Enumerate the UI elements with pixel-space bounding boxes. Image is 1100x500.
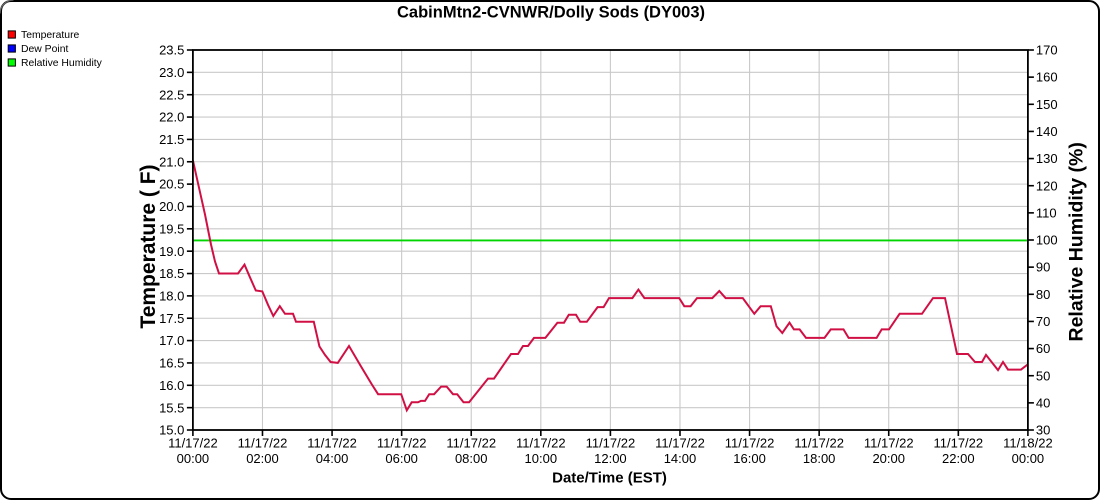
svg-text:17.0: 17.0 bbox=[159, 333, 184, 348]
svg-text:16:00: 16:00 bbox=[733, 451, 766, 466]
svg-text:Temperature ( F): Temperature ( F) bbox=[137, 164, 160, 328]
svg-text:02:00: 02:00 bbox=[246, 451, 279, 466]
svg-text:22.0: 22.0 bbox=[159, 110, 184, 125]
svg-text:11/17/22: 11/17/22 bbox=[586, 436, 636, 451]
svg-text:120: 120 bbox=[1036, 178, 1058, 193]
svg-text:11/17/22: 11/17/22 bbox=[516, 436, 566, 451]
svg-text:50: 50 bbox=[1036, 368, 1050, 383]
svg-text:22:00: 22:00 bbox=[942, 451, 975, 466]
svg-text:00:00: 00:00 bbox=[177, 451, 210, 466]
svg-text:18:00: 18:00 bbox=[803, 451, 836, 466]
svg-text:11/17/22: 11/17/22 bbox=[794, 436, 844, 451]
svg-text:21.5: 21.5 bbox=[159, 132, 184, 147]
svg-text:14:00: 14:00 bbox=[664, 451, 697, 466]
svg-text:Dew Point: Dew Point bbox=[21, 44, 68, 55]
svg-text:11/18/22: 11/18/22 bbox=[1003, 436, 1053, 451]
svg-text:15.0: 15.0 bbox=[159, 423, 184, 438]
svg-text:19.0: 19.0 bbox=[159, 244, 184, 259]
svg-text:Temperature: Temperature bbox=[21, 30, 80, 41]
svg-text:15.5: 15.5 bbox=[159, 400, 184, 415]
svg-text:CabinMtn2-CVNWR/Dolly Sods (DY: CabinMtn2-CVNWR/Dolly Sods (DY003) bbox=[397, 4, 705, 22]
svg-text:18.0: 18.0 bbox=[159, 288, 184, 303]
svg-text:22.5: 22.5 bbox=[159, 87, 184, 102]
svg-text:11/17/22: 11/17/22 bbox=[864, 436, 914, 451]
svg-text:16.0: 16.0 bbox=[159, 378, 184, 393]
svg-text:11/17/22: 11/17/22 bbox=[307, 436, 357, 451]
svg-text:11/17/22: 11/17/22 bbox=[933, 436, 983, 451]
svg-text:04:00: 04:00 bbox=[316, 451, 349, 466]
svg-text:11/17/22: 11/17/22 bbox=[446, 436, 496, 451]
svg-text:00:00: 00:00 bbox=[1012, 451, 1045, 466]
svg-text:10:00: 10:00 bbox=[525, 451, 558, 466]
svg-text:20.5: 20.5 bbox=[159, 177, 184, 192]
svg-text:Relative Humidity (%): Relative Humidity (%) bbox=[1066, 142, 1088, 341]
svg-text:70: 70 bbox=[1036, 314, 1050, 329]
svg-text:11/17/22: 11/17/22 bbox=[725, 436, 775, 451]
svg-text:20.0: 20.0 bbox=[159, 199, 184, 214]
svg-text:150: 150 bbox=[1036, 97, 1058, 112]
svg-text:17.5: 17.5 bbox=[159, 311, 184, 326]
svg-text:Date/Time (EST): Date/Time (EST) bbox=[552, 469, 667, 486]
svg-text:130: 130 bbox=[1036, 151, 1058, 166]
svg-text:Relative Humidity: Relative Humidity bbox=[21, 58, 103, 69]
svg-text:11/17/22: 11/17/22 bbox=[377, 436, 427, 451]
svg-text:160: 160 bbox=[1036, 70, 1058, 85]
svg-text:20:00: 20:00 bbox=[872, 451, 905, 466]
svg-text:12:00: 12:00 bbox=[594, 451, 627, 466]
svg-text:100: 100 bbox=[1036, 233, 1058, 248]
svg-text:23.5: 23.5 bbox=[159, 43, 184, 58]
svg-text:90: 90 bbox=[1036, 260, 1050, 275]
svg-text:11/17/22: 11/17/22 bbox=[655, 436, 705, 451]
svg-text:16.5: 16.5 bbox=[159, 356, 184, 371]
svg-text:19.5: 19.5 bbox=[159, 221, 184, 236]
svg-text:110: 110 bbox=[1036, 205, 1057, 220]
svg-text:40: 40 bbox=[1036, 395, 1050, 410]
svg-text:23.0: 23.0 bbox=[159, 65, 184, 80]
svg-text:18.5: 18.5 bbox=[159, 266, 184, 281]
svg-text:80: 80 bbox=[1036, 287, 1050, 302]
svg-text:11/17/22: 11/17/22 bbox=[168, 436, 218, 451]
svg-text:06:00: 06:00 bbox=[385, 451, 418, 466]
svg-text:140: 140 bbox=[1036, 124, 1058, 139]
svg-text:170: 170 bbox=[1036, 43, 1058, 58]
svg-text:60: 60 bbox=[1036, 341, 1050, 356]
svg-text:08:00: 08:00 bbox=[455, 451, 488, 466]
svg-text:11/17/22: 11/17/22 bbox=[238, 436, 288, 451]
svg-text:21.0: 21.0 bbox=[159, 154, 184, 169]
svg-text:30: 30 bbox=[1036, 423, 1050, 438]
